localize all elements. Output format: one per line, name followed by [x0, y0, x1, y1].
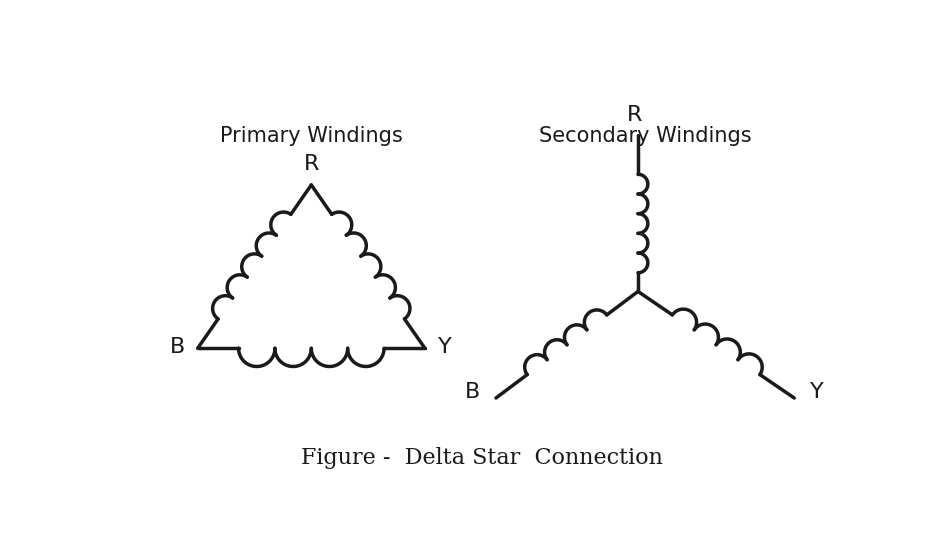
Text: Primary Windings: Primary Windings — [220, 126, 402, 146]
Text: R: R — [304, 154, 319, 174]
Text: Y: Y — [810, 383, 823, 402]
Text: Secondary Windings: Secondary Windings — [539, 126, 751, 146]
Text: Figure -  Delta Star  Connection: Figure - Delta Star Connection — [301, 447, 663, 469]
Text: B: B — [465, 383, 480, 402]
Text: Y: Y — [438, 337, 451, 357]
Text: R: R — [627, 104, 642, 125]
Text: B: B — [169, 337, 185, 357]
